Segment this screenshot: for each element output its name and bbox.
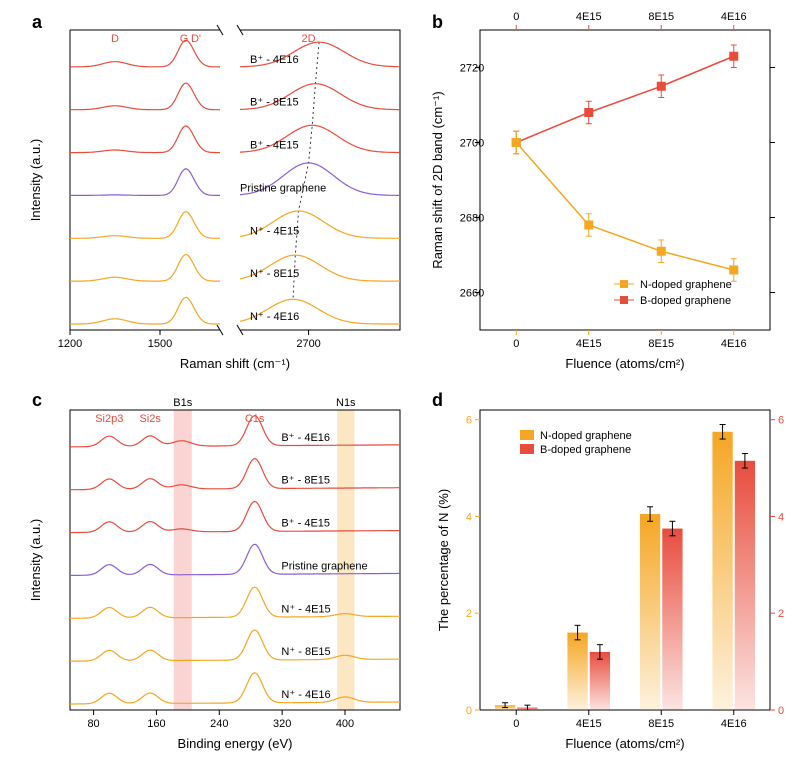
svg-text:1500: 1500	[148, 338, 172, 350]
bar	[590, 652, 610, 710]
svg-text:2: 2	[466, 608, 472, 620]
bar	[662, 529, 682, 710]
svg-text:4E15: 4E15	[576, 11, 602, 23]
svg-text:4E16: 4E16	[721, 11, 747, 23]
svg-text:320: 320	[273, 718, 291, 730]
svg-text:0: 0	[513, 338, 519, 350]
svg-text:4: 4	[466, 511, 472, 523]
raman-trace	[70, 163, 400, 196]
raman-trace	[70, 40, 400, 67]
trace-label: B⁺ - 4E15	[250, 140, 299, 152]
bar	[735, 461, 755, 710]
peak-label: Si2p3	[95, 413, 123, 425]
svg-text:4E15: 4E15	[576, 718, 602, 730]
peak-label: 2D	[302, 33, 316, 45]
trace-label: N⁺ - 8E15	[281, 646, 330, 658]
series-line	[516, 56, 734, 142]
svg-text:4E15: 4E15	[576, 338, 602, 350]
raman-trace	[70, 125, 400, 152]
raman-trace	[70, 297, 400, 324]
svg-text:4E16: 4E16	[721, 718, 747, 730]
panel-d-percentage-bars: 0 0 2 2 4 4 6 6 0 4E15 8E15 4E16 Fluence (atoms/cm²)…	[430, 390, 800, 760]
svg-text:8E15: 8E15	[648, 11, 674, 23]
legend-label: N-doped graphene	[640, 279, 732, 291]
svg-text:400: 400	[336, 718, 354, 730]
series-line	[516, 143, 734, 271]
trace-label: Pristine graphene	[281, 560, 367, 572]
trace-label: B⁺ - 4E16	[281, 432, 330, 444]
figure-root: a b c d 120015002700Raman shift (cm⁻¹)In…	[0, 0, 800, 747]
svg-text:2700: 2700	[296, 338, 320, 350]
svg-text:160: 160	[147, 718, 165, 730]
raman-trace	[70, 211, 400, 238]
svg-text:Raman shift (cm⁻¹): Raman shift (cm⁻¹)	[180, 356, 290, 371]
svg-text:The percentage of N (%): The percentage of N (%)	[436, 489, 451, 631]
svg-text:6: 6	[466, 415, 472, 427]
svg-text:Fluence (atoms/cm²): Fluence (atoms/cm²)	[565, 736, 684, 751]
panel-a-raman-spectra: 1200 1500 2700 Raman shift (cm⁻¹) Intensity …	[20, 10, 420, 380]
peak-label: D	[111, 33, 119, 45]
panel-b-2d-shift-plot: 2660 2680 2700 2720 0 4E15 8E15 4E16 0 4E15 8E15 4E…	[425, 0, 785, 380]
raman-trace	[70, 83, 400, 110]
svg-text:Raman shift of 2D band (cm⁻¹): Raman shift of 2D band (cm⁻¹)	[430, 91, 445, 268]
svg-text:2660: 2660	[460, 288, 484, 300]
svg-text:6: 6	[778, 415, 784, 427]
svg-text:Intensity (a.u.): Intensity (a.u.)	[28, 519, 43, 601]
trace-label: N⁺ - 4E15	[250, 225, 299, 237]
svg-text:1200: 1200	[58, 338, 82, 350]
svg-text:4: 4	[778, 511, 784, 523]
bar	[567, 633, 587, 710]
svg-text:0: 0	[513, 11, 519, 23]
legend-label: B-doped graphene	[540, 444, 631, 456]
svg-text:2680: 2680	[460, 213, 484, 225]
svg-text:0: 0	[466, 705, 472, 717]
svg-text:2700: 2700	[460, 138, 484, 150]
trace-label: B⁺ - 4E16	[250, 54, 299, 66]
bar	[640, 514, 660, 710]
bar	[712, 432, 732, 710]
trace-label: B⁺ - 8E15	[250, 97, 299, 109]
trace-label: B⁺ - 4E15	[281, 518, 330, 530]
svg-text:Intensity (a.u.): Intensity (a.u.)	[28, 139, 43, 221]
panel-c-xps-spectra: B1s N1s 80 160 240 320 400 Binding energy (eV) I…	[20, 390, 420, 760]
trace-label: Pristine graphene	[240, 182, 326, 194]
svg-text:Binding energy (eV): Binding energy (eV)	[178, 736, 293, 751]
svg-text:4E16: 4E16	[721, 338, 747, 350]
svg-text:2: 2	[778, 608, 784, 620]
trace-label: N⁺ - 4E16	[250, 311, 299, 323]
raman-trace	[70, 255, 400, 282]
band-label: B1s	[173, 397, 192, 409]
trace-label: N⁺ - 8E15	[250, 268, 299, 280]
peak-label: D'	[191, 33, 201, 45]
svg-text:240: 240	[210, 718, 228, 730]
band-label: N1s	[336, 397, 356, 409]
svg-text:2720: 2720	[460, 63, 484, 75]
peak-label: C1s	[245, 413, 265, 425]
peak-label: Si2s	[139, 413, 161, 425]
peak-label: G	[180, 33, 189, 45]
svg-text:8E15: 8E15	[648, 338, 674, 350]
legend-label: N-doped graphene	[540, 430, 632, 442]
trace-label: B⁺ - 8E15	[281, 475, 330, 487]
svg-text:80: 80	[87, 718, 99, 730]
trace-label: N⁺ - 4E16	[281, 689, 330, 701]
xps-band	[174, 410, 192, 710]
svg-text:8E15: 8E15	[648, 718, 674, 730]
trace-label: N⁺ - 4E15	[281, 603, 330, 615]
svg-text:0: 0	[513, 718, 519, 730]
legend-label: B-doped graphene	[640, 295, 731, 307]
svg-text:0: 0	[778, 705, 784, 717]
svg-text:Fluence (atoms/cm²): Fluence (atoms/cm²)	[565, 356, 684, 371]
